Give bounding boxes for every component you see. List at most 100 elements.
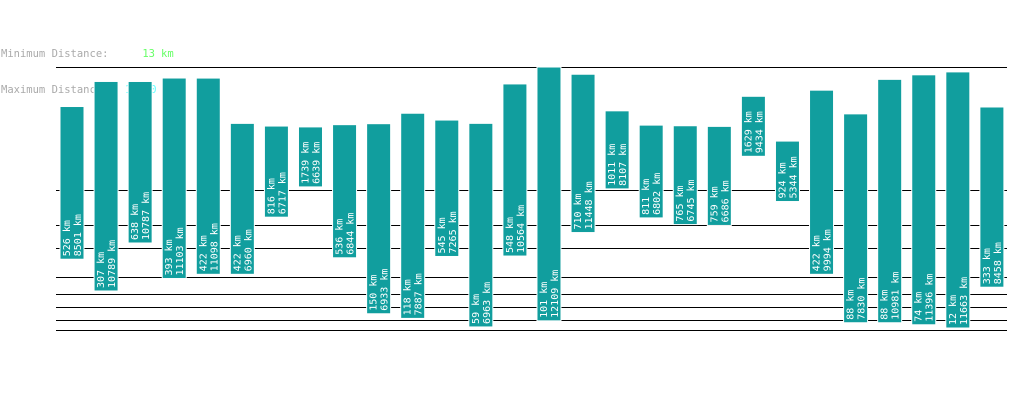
bar-label-low: 638 km <box>130 204 141 240</box>
bar: 548 km 10564 km <box>502 83 528 257</box>
bar-rect <box>740 95 766 157</box>
bar-label-low: 1739 km <box>300 142 311 184</box>
bar-label-high: 11396 km <box>925 274 936 322</box>
bar-rect <box>979 106 1005 288</box>
bar: 710 km 11448 km <box>570 73 596 234</box>
legend-min-value: 13 <box>142 48 155 60</box>
bar-rect <box>672 125 698 226</box>
bar: 536 km 6844 km <box>332 124 358 259</box>
bar: 1011 km 8107 km <box>604 110 630 190</box>
bar-rect <box>809 89 835 275</box>
bar-rect <box>536 66 562 322</box>
bar-label-low: 759 km <box>709 186 720 222</box>
bar-rect <box>434 119 460 257</box>
bar-rect <box>706 125 732 226</box>
bar-label-low: 765 km <box>675 185 686 221</box>
bar: 545 km 7265 km <box>434 119 460 257</box>
bar: 765 km 6745 km <box>672 125 698 226</box>
bar: 526 km 8501 km <box>59 106 85 260</box>
bar-label-low: 710 km <box>573 193 584 229</box>
bar-label-low: 118 km <box>403 279 414 315</box>
bar: 59 km 6963 km <box>468 122 494 328</box>
bar: 307 km 10789 km <box>93 80 119 292</box>
bar-label-low: 422 km <box>232 235 243 271</box>
bar-label-high: 8458 km <box>993 242 1004 284</box>
legend-min-label: Minimum Distance: <box>1 48 109 60</box>
legend-min-row: Minimum Distance: 13 km <box>1 48 174 60</box>
bar-label-low: 924 km <box>777 162 788 198</box>
bar: 422 km 9994 km <box>809 89 835 275</box>
bar-rect <box>297 126 323 188</box>
bar-label-low: 307 km <box>96 252 107 288</box>
bar-rect <box>59 106 85 260</box>
bar-label-high: 5344 km <box>788 156 799 198</box>
bar-rect <box>161 77 187 280</box>
bars-group: 526 km 8501 km 307 km 10789 km 638 km 10787 k… <box>59 66 1005 329</box>
bar-label-high: 10564 km <box>516 205 527 253</box>
bar-label-high: 6686 km <box>720 180 731 222</box>
bar-label-high: 12109 km <box>550 270 561 318</box>
bar-label-high: 9434 km <box>754 111 765 153</box>
bar: 12 km 11663 km <box>945 71 971 329</box>
bar-rect <box>332 124 358 259</box>
bar-rect <box>400 112 426 319</box>
bar-label-high: 6802 km <box>652 173 663 215</box>
bar: 811 km 6802 km <box>638 124 664 219</box>
bar: 118 km 7887 km <box>400 112 426 319</box>
bar-label-low: 816 km <box>266 178 277 214</box>
bar: 101 km 12109 km <box>536 66 562 322</box>
bar-label-high: 10787 km <box>141 192 152 240</box>
bar-label-low: 811 km <box>641 179 652 215</box>
bar-label-high: 11103 km <box>175 227 186 275</box>
bar-rect <box>638 124 664 219</box>
bar: 88 km 10981 km <box>877 78 903 324</box>
bar-rect <box>366 123 392 315</box>
bar-rect <box>502 83 528 257</box>
bar-label-low: 422 km <box>812 235 823 271</box>
bar-rect <box>195 77 221 275</box>
bar-label-low: 59 km <box>471 294 482 324</box>
bar: 422 km 11098 km <box>195 77 221 275</box>
bar-label-high: 8107 km <box>618 144 629 186</box>
bar-label-high: 6960 km <box>243 229 254 271</box>
bar-label-low: 150 km <box>369 275 380 311</box>
bar-label-low: 536 km <box>335 219 346 255</box>
bar-label-low: 545 km <box>437 217 448 253</box>
bar-label-high: 8501 km <box>73 214 84 256</box>
bar-rect <box>604 110 630 190</box>
bar: 422 km 6960 km <box>229 122 255 275</box>
bar-label-high: 11448 km <box>584 181 595 229</box>
bar-rect <box>570 73 596 234</box>
bar-label-high: 7830 km <box>857 278 868 320</box>
bar: 150 km 6933 km <box>366 123 392 315</box>
bar-rect <box>843 113 869 324</box>
bar-rect <box>911 74 937 326</box>
bar: 1629 km 9434 km <box>740 95 766 157</box>
bar-label-low: 101 km <box>539 282 550 318</box>
bar-label-low: 1629 km <box>743 111 754 153</box>
legend-min-unit: km <box>161 48 174 60</box>
bar-label-high: 6745 km <box>686 179 697 221</box>
bar-label-low: 548 km <box>505 217 516 253</box>
bar: 924 km 5344 km <box>774 140 800 203</box>
bar-label-low: 1011 km <box>607 144 618 186</box>
bar-label-high: 6844 km <box>346 213 357 255</box>
bar-label-high: 10981 km <box>891 272 902 320</box>
bar-label-high: 6963 km <box>482 282 493 324</box>
bar-label-high: 11663 km <box>959 277 970 325</box>
bar-rect <box>229 122 255 275</box>
bar: 333 km 8458 km <box>979 106 1005 288</box>
bar-rect <box>263 125 289 218</box>
bar-label-low: 74 km <box>914 292 925 322</box>
bar: 759 km 6686 km <box>706 125 732 226</box>
bar-rect <box>945 71 971 329</box>
bar-label-low: 12 km <box>948 295 959 325</box>
bar-label-high: 7887 km <box>414 273 425 315</box>
bar-label-high: 6717 km <box>277 172 288 214</box>
bar-label-high: 9994 km <box>823 229 834 271</box>
bar-label-low: 393 km <box>164 239 175 275</box>
bar: 638 km 10787 km <box>127 80 153 244</box>
bar-label-high: 7265 km <box>448 211 459 253</box>
bar: 74 km 11396 km <box>911 74 937 326</box>
